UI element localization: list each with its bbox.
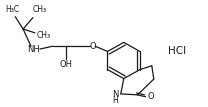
Text: O: O [147, 92, 154, 101]
Text: OH: OH [59, 60, 72, 69]
Text: H: H [112, 96, 118, 105]
Text: H₃C: H₃C [5, 5, 19, 14]
Text: NH: NH [28, 45, 40, 54]
Text: CH₃: CH₃ [33, 5, 47, 14]
Text: O: O [90, 42, 97, 51]
Text: N: N [113, 90, 119, 99]
Text: HCl: HCl [168, 46, 186, 56]
Text: CH₃: CH₃ [37, 31, 51, 40]
